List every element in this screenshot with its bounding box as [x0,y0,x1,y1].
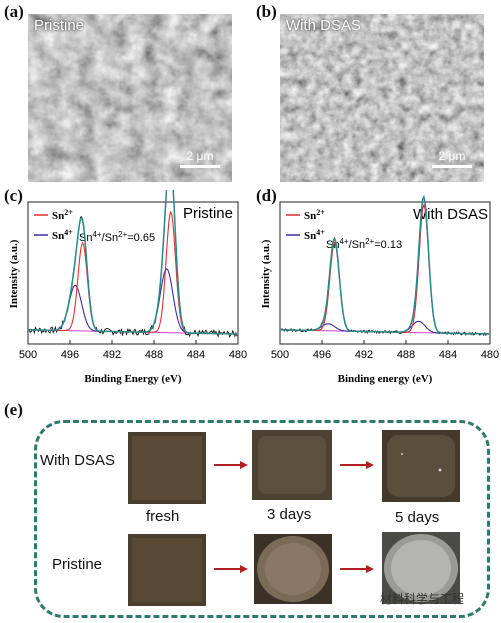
x-tick-label: 480 [229,349,247,361]
scale-bar-a: 2 μm [180,149,220,168]
sem-image-with-dsas: With DSAS 2 μm [280,14,484,182]
time-label-fresh: fresh [146,508,180,525]
x-tick-label: 484 [187,349,205,361]
x-tick-label: 492 [355,349,373,361]
x-tick-label: 500 [19,349,37,361]
row-label-pristine: Pristine [52,556,103,573]
sample-pristine-3-days [254,534,332,604]
scale-label-b: 2 μm [438,149,466,163]
time-label-3-days: 3 days [267,506,312,523]
sem-image-pristine: Pristine 2 μm [28,14,232,182]
scale-label-a: 2 μm [186,149,214,163]
sem-title-with-dsas: With DSAS [286,17,362,34]
scale-bar-b: 2 μm [432,149,472,168]
ratio-c: Sn4+/Sn2+=0.65 [79,230,155,244]
x-tick-label: 480 [481,349,499,361]
x-tick-label: 488 [145,349,163,361]
arrow-icon [214,461,248,469]
xps-title-d: With DSAS [413,206,488,223]
x-tick-label: 500 [271,349,289,361]
x-tick-label: 488 [397,349,415,361]
envelope-fit-line [280,194,489,335]
panel-a-letter: (a) [4,2,24,21]
panel-e-letter: (e) [4,400,23,419]
film-photo-box [34,420,490,618]
sn2-fit-line [280,203,489,335]
x-tick-label: 484 [439,349,457,361]
ylabel-c: Intensity (a.u.) [8,239,20,308]
legend-sn4-d: Sn4+ [304,228,325,242]
sample-pristine-5-days [382,532,460,604]
panel-b-letter: (b) [256,2,277,21]
xlabel-d: Binding energy (eV) [338,373,433,385]
xlabel-c: Binding Energy (eV) [84,373,182,385]
xps-title-c: Pristine [183,205,233,222]
sem-texture-pristine [28,14,232,182]
ylabel-d: Intensity (a.u.) [260,239,272,308]
panel-d-letter: (d) [256,186,277,205]
xps-chart-pristine: Pristine Sn2+ Sn4+ Sn4+/Sn2+=0.65 Intens… [8,190,247,385]
row-label-with-dsas: With DSAS [40,452,116,469]
legend-sn2-c: Sn2+ [52,208,73,222]
legend-sn2-d: Sn2+ [304,208,325,222]
legend-sn4-c: Sn4+ [52,228,73,242]
sample-pristine-fresh [128,534,206,606]
time-label-5-days: 5 days [395,509,440,526]
x-tick-label: 496 [61,349,79,361]
sem-texture-with-dsas [280,14,484,182]
sample-with-dsas-fresh [128,432,206,504]
xps-chart-with-dsas: With DSAS Sn2+ Sn4+ Sn4+/Sn2+=0.13 Inten… [260,194,499,385]
x-tick-label: 492 [103,349,121,361]
envelope-fit-line [28,190,237,335]
sn4-fit-line [28,267,237,335]
arrow-icon [340,461,374,469]
watermark: 材料科学与工程 [380,592,465,606]
sem-title-pristine: Pristine [34,17,85,34]
panel-c-letter: (c) [4,186,23,205]
raw-data-line [27,190,238,339]
sample-with-dsas-5-days [382,430,460,502]
arrow-icon [214,565,248,573]
sample-with-dsas-3-days [252,430,332,500]
x-tick-label: 496 [313,349,331,361]
arrow-icon [340,565,374,573]
